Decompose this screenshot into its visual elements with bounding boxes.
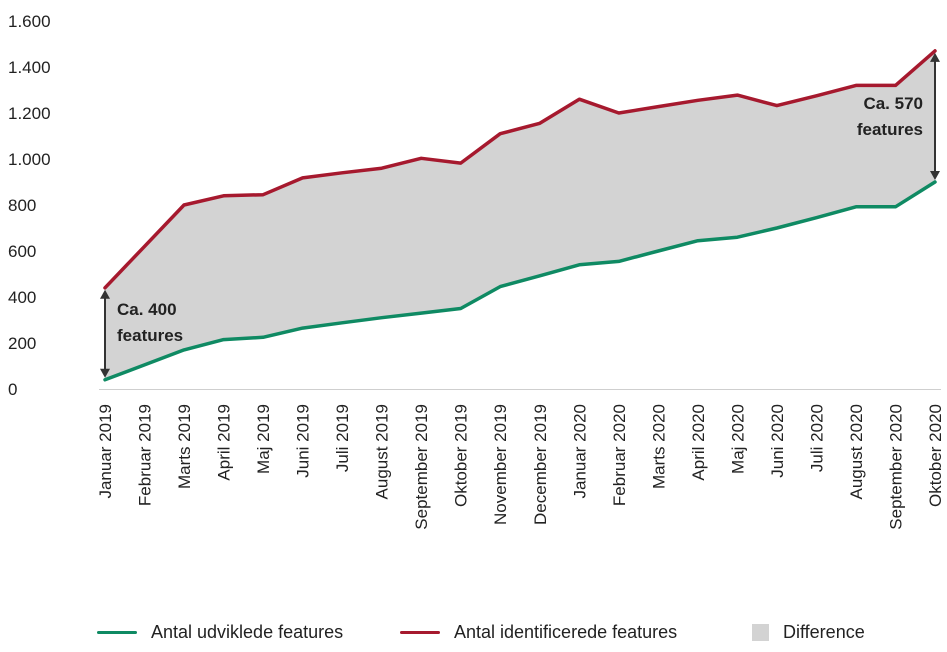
legend-swatch-difference xyxy=(752,624,769,641)
x-tick-label: Januar 2019 xyxy=(96,404,115,499)
y-tick-label: 400 xyxy=(8,288,36,307)
x-tick-label: Marts 2019 xyxy=(175,404,194,489)
legend-item-difference: Difference xyxy=(752,622,865,643)
x-tick-label: Maj 2020 xyxy=(728,404,747,474)
difference-area-layer xyxy=(105,51,935,380)
x-axis: Januar 2019 Februar 2019 Marts 2019 April 2… xyxy=(96,390,945,530)
x-tick-label: April 2020 xyxy=(689,404,708,481)
x-tick-label: April 2019 xyxy=(215,404,234,481)
x-tick-label: September 2020 xyxy=(886,404,905,530)
legend-label-identified: Antal identificerede features xyxy=(454,622,677,643)
x-tick-label: Juli 2019 xyxy=(333,404,352,472)
x-tick-label: November 2019 xyxy=(491,404,510,525)
x-tick-label: Juli 2020 xyxy=(807,404,826,472)
x-tick-label: Juni 2019 xyxy=(294,404,313,478)
x-tick-label: Januar 2020 xyxy=(570,404,589,499)
y-tick-label: 1.400 xyxy=(8,58,51,77)
x-tick-label: Februar 2019 xyxy=(136,404,155,506)
legend-item-developed: Antal udviklede features xyxy=(97,622,343,643)
y-tick-label: 0 xyxy=(8,380,17,399)
y-tick-label: 1.000 xyxy=(8,150,51,169)
x-tick-label: Oktober 2019 xyxy=(452,404,471,507)
x-tick-label: Maj 2019 xyxy=(254,404,273,474)
x-tick-label: September 2019 xyxy=(412,404,431,530)
y-tick-label: 200 xyxy=(8,334,36,353)
annotation-text: features xyxy=(857,120,923,139)
y-tick-label: 800 xyxy=(8,196,36,215)
legend-item-identified: Antal identificerede features xyxy=(400,622,677,643)
annotation-text: Ca. 400 xyxy=(117,300,177,319)
y-tick-label: 1.600 xyxy=(8,12,51,31)
x-tick-label: Juni 2020 xyxy=(768,404,787,478)
y-tick-label: 600 xyxy=(8,242,36,261)
x-tick-label: Februar 2020 xyxy=(610,404,629,506)
x-tick-label: August 2020 xyxy=(847,404,866,499)
x-tick-label: August 2019 xyxy=(373,404,392,499)
legend-swatch-developed xyxy=(97,631,137,634)
annotation-text: Ca. 570 xyxy=(863,94,923,113)
y-tick-label: 1.200 xyxy=(8,104,51,123)
legend-swatch-identified xyxy=(400,631,440,634)
difference-area xyxy=(105,51,935,380)
x-tick-label: December 2019 xyxy=(531,404,550,525)
legend-label-difference: Difference xyxy=(783,622,865,643)
legend: Antal udviklede features Antal identific… xyxy=(0,622,947,652)
x-tick-label: Oktober 2020 xyxy=(926,404,945,507)
x-tick-label: Marts 2020 xyxy=(649,404,668,489)
plot-area: 0 200 400 600 800 1.000 1.200 1.400 1.600 Januar… xyxy=(0,0,947,620)
annotation-text: features xyxy=(117,326,183,345)
legend-label-developed: Antal udviklede features xyxy=(151,622,343,643)
y-axis: 0 200 400 600 800 1.000 1.200 1.400 1.600 xyxy=(8,12,51,399)
